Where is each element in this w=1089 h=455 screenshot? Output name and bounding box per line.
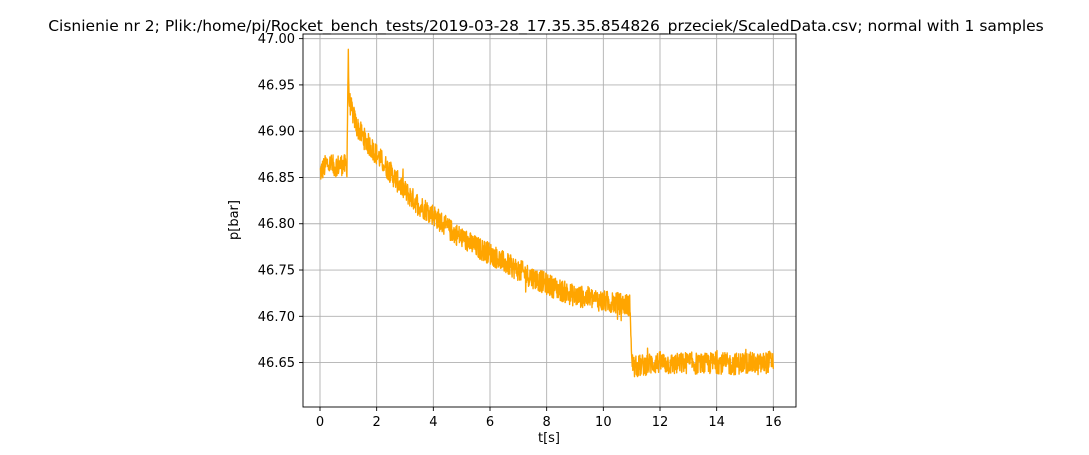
x-tick-label: 10 [595,415,612,430]
x-tick-label: 16 [765,415,782,430]
x-tick-label: 2 [373,415,381,430]
grid [303,34,796,407]
y-tick-label: 46.75 [258,264,295,279]
y-axis-label: p[bar] [227,200,242,240]
x-tick-label: 12 [652,415,669,430]
chart-title: Cisnienie nr 2; Plik:/home/pi/Rocket_ben… [48,17,1044,36]
y-tick-label: 46.95 [258,78,295,93]
x-axis-label: t[s] [538,431,560,446]
y-tick-label: 47.00 [258,32,295,47]
y-tick-label: 46.70 [258,310,295,325]
y-tick-label: 46.80 [258,217,295,232]
y-tick-label: 46.65 [258,356,295,371]
y-tick-label: 46.90 [258,125,295,140]
x-tick-label: 14 [708,415,725,430]
x-tick-label: 0 [316,415,324,430]
y-axis: 46.65 46.70 46.75 46.80 46.85 46.90 46.95 47.00 [258,32,303,371]
x-axis: 0 2 4 6 8 10 12 14 16 [316,407,782,430]
x-tick-label: 6 [486,415,494,430]
x-tick-label: 4 [429,415,437,430]
y-tick-label: 46.85 [258,171,295,186]
x-tick-label: 8 [543,415,551,430]
